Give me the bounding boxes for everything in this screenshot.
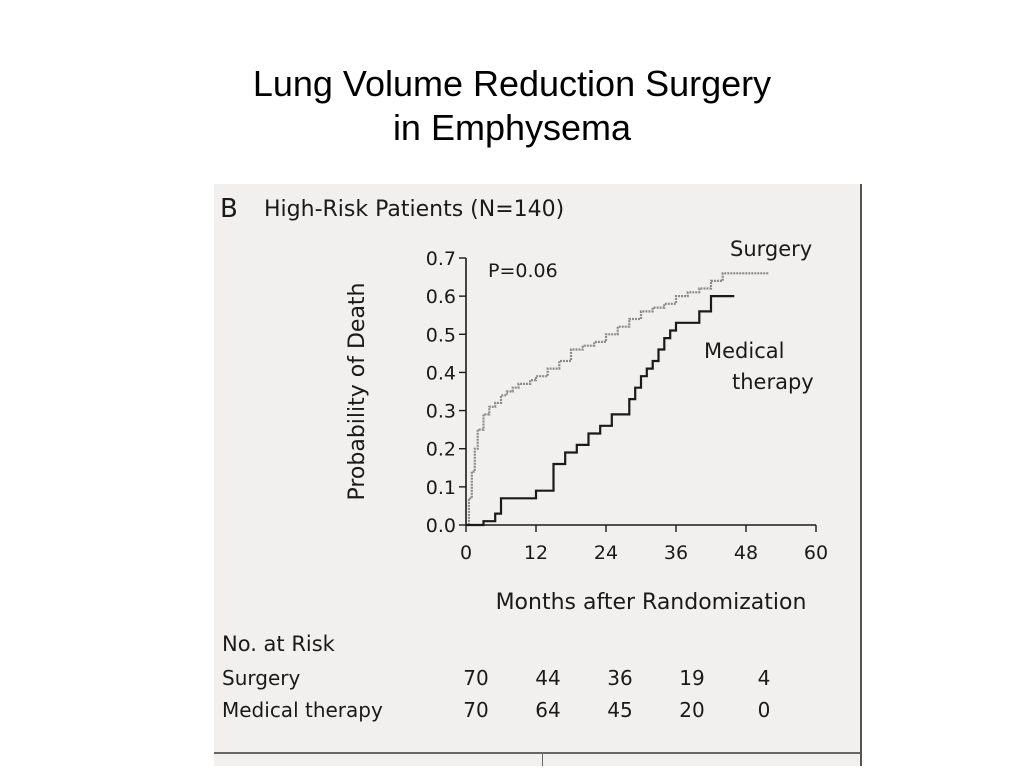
risk-cell: 20 — [679, 698, 705, 722]
y-tick-label: 0.2 — [426, 439, 456, 461]
risk-cell: 70 — [463, 666, 489, 690]
risk-cell: 70 — [463, 698, 489, 722]
bottom-divider-tick — [542, 752, 543, 766]
risk-cell: 45 — [607, 698, 633, 722]
slide-title-line-1: Lung Volume Reduction Surgery — [252, 63, 772, 104]
p-value-annotation: P=0.06 — [488, 260, 558, 282]
figure-panel: B High-Risk Patients (N=140) 0.0 0.1 0.2 0.… — [214, 184, 862, 766]
x-tick-label: 60 — [804, 542, 828, 564]
bottom-divider — [214, 752, 860, 754]
series-line-surgery — [466, 272, 770, 527]
risk-cell: 36 — [607, 666, 633, 690]
x-tick-label: 0 — [460, 542, 472, 564]
x-tick-label: 36 — [664, 542, 688, 564]
panel-letter: B — [220, 194, 238, 224]
risk-cell: 64 — [535, 698, 561, 722]
x-axis-label: Months after Randomization — [496, 590, 807, 615]
chart-title: High-Risk Patients (N=140) — [264, 197, 565, 222]
y-tick-label: 0.4 — [426, 362, 456, 384]
y-axis-label: Probability of Death — [345, 282, 370, 500]
y-tick-label: 0.0 — [426, 515, 456, 537]
slide-title: Lung Volume Reduction Surgery in Emphyse… — [0, 62, 1024, 150]
series-line-medical-therapy — [466, 295, 735, 527]
x-tick-label: 48 — [734, 542, 758, 564]
chart-labels: Months after Randomization Probability of… — [345, 237, 814, 615]
chart-axes: 0.0 0.1 0.2 0.3 0.4 0.5 0.6 0.7 0 12 24 36 48 60 — [426, 248, 828, 564]
y-tick-label: 0.1 — [426, 477, 456, 499]
x-tick-label: 12 — [524, 542, 548, 564]
risk-cell: 19 — [679, 666, 705, 690]
slide-title-line-2: in Emphysema — [392, 107, 632, 148]
series-label-surgery: Surgery — [730, 237, 812, 261]
chart-series — [466, 272, 770, 527]
risk-row-label-surgery: Surgery — [222, 666, 301, 690]
x-tick-label: 24 — [594, 542, 618, 564]
risk-table-heading: No. at Risk — [222, 632, 335, 656]
series-label-medical-line2: therapy — [732, 370, 814, 394]
series-label-medical-line1: Medical — [704, 339, 784, 363]
risk-row-label-medical: Medical therapy — [222, 698, 383, 722]
kaplan-meier-chart: 0.0 0.1 0.2 0.3 0.4 0.5 0.6 0.7 0 12 24 36 48 60 Mont… — [345, 237, 828, 615]
risk-cell: 0 — [757, 698, 771, 722]
y-tick-label: 0.6 — [426, 286, 456, 308]
y-tick-label: 0.7 — [426, 248, 456, 270]
risk-cell: 44 — [535, 666, 561, 690]
risk-cell: 4 — [757, 666, 771, 690]
y-tick-label: 0.3 — [426, 401, 456, 423]
y-tick-label: 0.5 — [426, 324, 456, 346]
